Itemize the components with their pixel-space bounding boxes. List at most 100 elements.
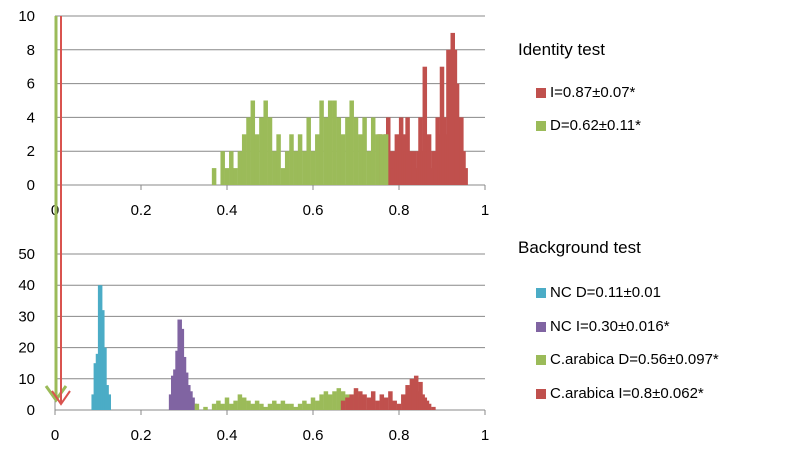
series-0-0 bbox=[377, 32, 468, 186]
histogram-bar bbox=[362, 117, 367, 185]
histogram-bar bbox=[375, 400, 380, 410]
legend-swatch bbox=[536, 120, 546, 131]
green-arrow-head bbox=[44, 385, 68, 403]
y-tick-label: 40 bbox=[18, 277, 35, 294]
histogram-bar bbox=[254, 134, 260, 185]
histogram-bar bbox=[306, 117, 311, 185]
histogram-bar bbox=[250, 100, 256, 185]
legend-item-arabica-I: C.arabica I=0.8±0.062* bbox=[536, 385, 704, 402]
series-1-2 bbox=[194, 388, 363, 410]
histogram-bar bbox=[340, 134, 346, 185]
x-tick-label: 0.8 bbox=[389, 427, 410, 444]
series-0-1 bbox=[211, 100, 389, 185]
histogram-bar bbox=[336, 388, 342, 410]
histogram-bar bbox=[379, 394, 385, 410]
legend-item-nc-I: NC I=0.30±0.016* bbox=[536, 318, 670, 335]
x-tick-label: 0.8 bbox=[389, 202, 410, 219]
histogram-bar bbox=[284, 151, 290, 185]
histogram-bar bbox=[370, 117, 376, 185]
threshold-arrows bbox=[44, 16, 71, 406]
histogram-bar bbox=[353, 388, 359, 410]
histogram-bar bbox=[340, 400, 346, 410]
histogram-bar bbox=[349, 394, 354, 410]
histogram-bar bbox=[246, 117, 251, 185]
histogram-bar bbox=[289, 134, 294, 185]
y-tick-label: 20 bbox=[18, 340, 35, 357]
histogram-bar bbox=[241, 397, 247, 410]
histogram-bar bbox=[345, 117, 350, 185]
histogram-bar bbox=[319, 394, 324, 410]
histogram-bar bbox=[263, 100, 268, 185]
histogram-bar bbox=[224, 168, 230, 185]
legend-item-identity-I: I=0.87±0.07* bbox=[536, 84, 635, 101]
histogram-bar bbox=[319, 100, 324, 185]
red-arrow-head bbox=[51, 390, 71, 406]
legend-item-identity-D: D=0.62±0.11* bbox=[536, 117, 641, 134]
histogram-bar bbox=[267, 117, 273, 185]
histogram-bar bbox=[310, 151, 316, 185]
x-tick-label: 0.4 bbox=[217, 427, 238, 444]
histogram-bar bbox=[302, 151, 307, 185]
histogram-bar bbox=[345, 397, 350, 410]
series-1-3 bbox=[340, 375, 436, 410]
histogram-bar bbox=[327, 100, 333, 185]
histogram-bar bbox=[220, 151, 225, 185]
histogram-bar bbox=[297, 134, 303, 185]
legend-label: C.arabica I=0.8±0.062* bbox=[550, 385, 704, 402]
histogram-bar bbox=[336, 117, 342, 185]
histogram-bar bbox=[211, 403, 217, 410]
histogram-bar bbox=[194, 403, 200, 410]
histogram-bar bbox=[358, 391, 363, 410]
histogram-bar bbox=[259, 403, 264, 410]
identity-test-histogram: 024681000.20.40.60.81 bbox=[18, 8, 489, 219]
histogram-bar bbox=[224, 397, 230, 410]
histogram-bar bbox=[431, 406, 436, 410]
legend-label: NC D=0.11±0.01 bbox=[550, 284, 661, 301]
histogram-bar bbox=[302, 400, 307, 410]
histogram-bar bbox=[246, 400, 251, 410]
x-tick-label: 1 bbox=[481, 427, 489, 444]
histogram-bar bbox=[315, 134, 320, 185]
histogram-bar bbox=[375, 134, 380, 185]
y-tick-label: 10 bbox=[18, 8, 35, 25]
histogram-bar bbox=[306, 403, 311, 410]
y-tick-label: 4 bbox=[27, 109, 35, 126]
histogram-bar bbox=[315, 400, 320, 410]
y-tick-label: 2 bbox=[27, 143, 35, 160]
x-tick-label: 0.2 bbox=[131, 427, 152, 444]
histogram-bar bbox=[267, 403, 273, 410]
y-tick-label: 10 bbox=[18, 371, 35, 388]
histogram-bar bbox=[216, 400, 221, 410]
histogram-bar bbox=[203, 406, 208, 410]
histogram-bar bbox=[332, 100, 337, 185]
y-tick-label: 6 bbox=[27, 76, 35, 93]
histogram-bar bbox=[229, 151, 234, 185]
histogram-bar bbox=[284, 403, 290, 410]
legend-swatch bbox=[536, 87, 546, 98]
histogram-bar bbox=[353, 117, 359, 185]
legend-item-nc-D: NC D=0.11±0.01 bbox=[536, 284, 661, 301]
series-1-1 bbox=[168, 319, 197, 410]
histogram-bar bbox=[106, 394, 111, 410]
histogram-bar bbox=[463, 168, 468, 185]
legend-label: D=0.62±0.11* bbox=[550, 117, 641, 134]
y-tick-label: 50 bbox=[18, 246, 35, 263]
y-tick-label: 8 bbox=[27, 42, 35, 59]
histogram-bar bbox=[233, 400, 238, 410]
histogram-bar bbox=[332, 391, 337, 410]
legend-label: NC I=0.30±0.016* bbox=[550, 318, 670, 335]
histogram-bar bbox=[237, 394, 243, 410]
histogram-bar bbox=[272, 400, 277, 410]
x-tick-label: 0.6 bbox=[303, 202, 324, 219]
histogram-bar bbox=[233, 168, 238, 185]
legend-swatch bbox=[536, 354, 546, 365]
legend-swatch bbox=[536, 287, 546, 298]
histogram-bar bbox=[280, 168, 286, 185]
histogram-bar bbox=[272, 151, 277, 185]
x-tick-label: 0.4 bbox=[217, 202, 238, 219]
histogram-bar bbox=[323, 117, 329, 185]
legend-swatch bbox=[536, 388, 546, 399]
histogram-bar bbox=[327, 394, 333, 410]
background-test-histogram: 0 10 20 30 40 50 0 0.2 0.4 0.6 0.8 1 bbox=[18, 246, 489, 444]
